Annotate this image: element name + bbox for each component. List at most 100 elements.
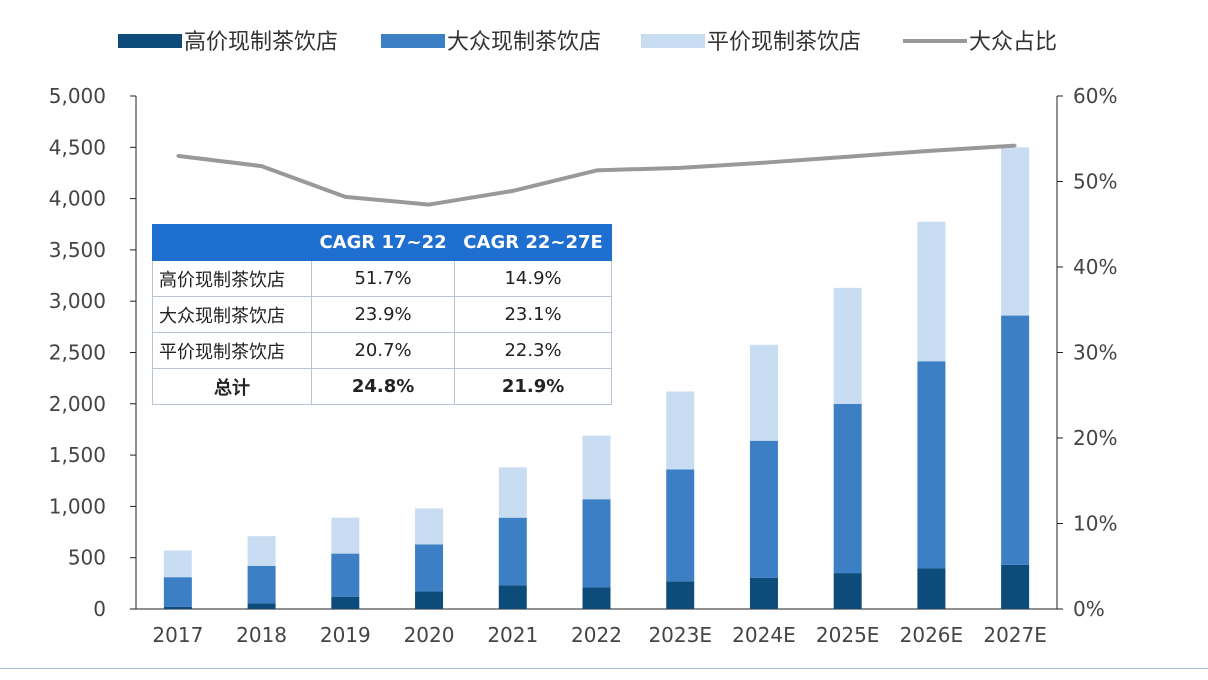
x-tick-label: 2023E [648,623,712,647]
share-point [176,154,180,158]
left-tick-label: 5,000 [49,84,106,108]
share-point [343,195,347,199]
cagr-value: 21.9% [454,368,612,405]
cagr-row-label: 总计 [152,368,312,405]
share-point [846,155,850,159]
share-point [427,203,431,207]
right-tick-label: 50% [1073,170,1117,194]
legend-swatch [641,34,705,48]
x-tick-label: 2017 [152,623,203,647]
bar-segment-mass [498,517,527,586]
bar-segment-budget [666,391,695,470]
share-point [1013,144,1017,148]
cagr-table: CAGR 17~22 CAGR 22~27E 高价现制茶饮店 51.7% 14.… [152,224,612,405]
right-axis: 0% 10% 20% 30% 40% 50% 60% [1056,84,1117,621]
share-line-series [176,143,1017,207]
left-axis: 0 500 1,000 1,500 2,000 2,500 3,000 3,500 4,000 4… [49,84,1057,621]
right-tick-label: 20% [1073,426,1117,450]
bar-segment-high [163,606,192,609]
x-tick-label: 2025E [816,623,880,647]
bar-segment-high [749,577,778,609]
x-axis-labels: 2017 2018 2019 2020 2021 2022 2023E 2024E 2025E 2… [152,623,1046,647]
cagr-header-17-22: CAGR 17~22 [310,224,456,261]
cagr-row-budget: 平价现制茶饮店 20.7% 22.3% [152,332,612,369]
cagr-value: 22.3% [454,332,612,369]
right-tick-label: 60% [1073,84,1117,108]
share-point [595,168,598,172]
legend-swatch [381,34,445,48]
legend-label: 平价现制茶饮店 [707,30,861,55]
cagr-value: 14.9% [454,260,612,297]
bar-segment-mass [749,440,778,578]
legend-swatch [118,34,182,48]
legend-label: 大众现制茶饮店 [447,30,601,55]
bottom-divider [0,668,1208,669]
left-tick-label: 2,500 [49,341,106,365]
bar-segment-high [917,568,946,609]
x-tick-label: 2018 [236,623,287,647]
left-tick-label: 3,500 [49,238,106,262]
x-tick-label: 2024E [732,623,796,647]
left-tick-label: 3,000 [49,289,106,313]
bar-segment-high [1001,564,1030,609]
bar-series [163,147,1030,609]
cagr-row-high: 高价现制茶饮店 51.7% 14.9% [152,260,612,297]
x-tick-label: 2020 [404,623,455,647]
share-point [929,149,933,153]
legend-label: 大众占比 [969,30,1057,55]
legend: 高价现制茶饮店 大众现制茶饮店 平价现制茶饮店 大众占比 [118,30,1057,55]
bar-segment-mass [1001,315,1030,565]
cagr-header-22-27e: CAGR 22~27E [454,224,612,261]
bar-segment-budget [247,536,276,566]
bar-segment-mass [666,469,695,582]
bar-segment-mass [415,544,444,592]
left-tick-label: 1,000 [49,494,106,518]
bar-segment-mass [163,577,192,607]
cagr-value: 24.8% [310,368,456,405]
bar-segment-high [415,591,444,609]
bar-segment-budget [498,467,527,518]
bar-segment-mass [331,553,360,597]
right-tick-label: 10% [1073,512,1117,536]
bar-segment-budget [917,221,946,362]
cagr-value: 51.7% [310,260,456,297]
cagr-row-mass: 大众现制茶饮店 23.9% 23.1% [152,296,612,333]
x-tick-label: 2021 [487,623,538,647]
bar-segment-mass [582,499,611,588]
cagr-value: 23.9% [310,296,456,333]
right-tick-label: 30% [1073,341,1117,365]
left-tick-label: 4,000 [49,187,106,211]
legend-label: 高价现制茶饮店 [184,30,338,55]
share-point [678,166,682,170]
x-tick-label: 2022 [571,623,622,647]
x-tick-label: 2026E [900,623,964,647]
left-tick-label: 4,500 [49,135,106,159]
left-tick-label: 1,500 [49,443,106,467]
share-point [511,189,515,193]
cagr-row-label: 高价现制茶饮店 [152,260,312,297]
share-point [762,161,766,165]
cagr-row-label: 大众现制茶饮店 [152,296,312,333]
right-tick-label: 0% [1073,597,1105,621]
bar-segment-budget [1001,147,1030,316]
bar-segment-high [582,587,611,609]
cagr-row-label: 平价现制茶饮店 [152,332,312,369]
right-tick-label: 40% [1073,255,1117,279]
bar-segment-budget [749,344,778,441]
cagr-table-corner [152,224,312,261]
x-tick-label: 2027E [983,623,1047,647]
bar-segment-mass [833,403,862,574]
bar-segment-high [247,603,276,609]
bar-segment-high [331,596,360,609]
cagr-value: 23.1% [454,296,612,333]
bar-segment-budget [415,508,444,545]
bar-segment-mass [247,565,276,604]
bar-segment-budget [582,435,611,500]
share-point [260,164,264,168]
left-tick-label: 500 [68,546,106,570]
bar-segment-budget [833,287,862,404]
left-tick-label: 0 [93,597,106,621]
bar-segment-budget [163,550,192,578]
cagr-row-total: 总计 24.8% 21.9% [152,368,612,405]
